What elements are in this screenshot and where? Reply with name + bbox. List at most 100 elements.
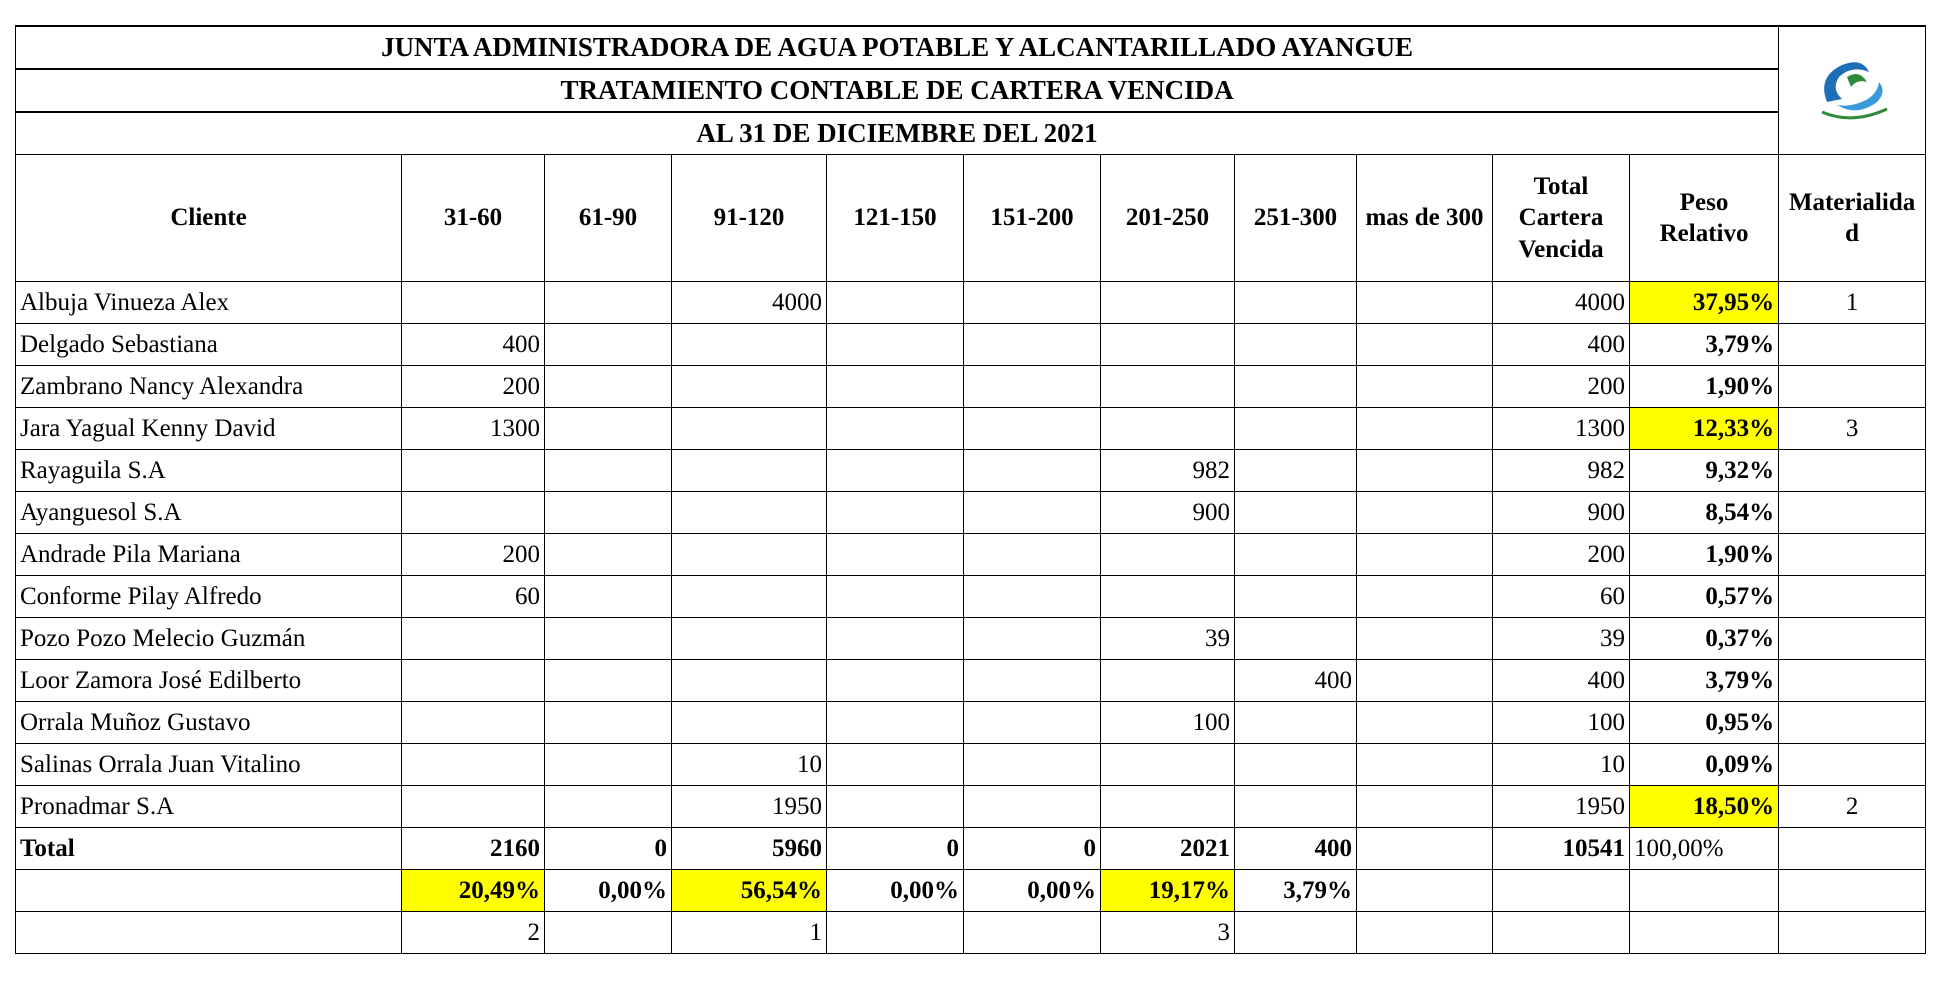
empty-cell xyxy=(544,659,672,702)
empty-cell xyxy=(1492,869,1630,912)
cell: 1,90% xyxy=(1628,365,1780,408)
empty-cell xyxy=(1356,743,1493,786)
empty-cell xyxy=(1778,869,1927,912)
cell: 2 xyxy=(401,911,545,954)
cell: 2160 xyxy=(401,827,545,870)
client-name: Loor Zamora José Edilberto xyxy=(15,659,402,702)
highlighted-cell: 18,50% xyxy=(1628,785,1780,828)
cell: 982 xyxy=(1492,449,1630,492)
empty-cell xyxy=(1778,575,1927,618)
empty-cell xyxy=(671,365,827,408)
empty-cell xyxy=(1234,407,1357,450)
empty-cell xyxy=(671,323,827,366)
table-row: Pronadmar S.A 1950 1950 18,50% 2 xyxy=(15,785,1927,828)
empty-cell xyxy=(1778,911,1927,954)
empty-cell xyxy=(963,785,1101,828)
empty-cell xyxy=(963,743,1101,786)
empty-cell xyxy=(826,365,964,408)
column-header: 121-150 xyxy=(826,154,964,282)
cell: 0,37% xyxy=(1628,617,1780,660)
cell: 2021 xyxy=(1100,827,1235,870)
empty-cell xyxy=(1100,281,1235,324)
empty-cell xyxy=(826,911,964,954)
empty-cell xyxy=(963,365,1101,408)
empty-cell xyxy=(401,743,545,786)
empty-cell xyxy=(401,617,545,660)
data-block: Albuja Vinueza Alex 4000 4000 37,95% 1 Delgad… xyxy=(15,281,1927,954)
column-header: 251-300 xyxy=(1234,154,1357,282)
cell: 0,95% xyxy=(1628,701,1780,744)
cell: 400 xyxy=(401,323,545,366)
empty-cell xyxy=(1356,701,1493,744)
spreadsheet-table: JUNTA ADMINISTRADORA DE AGUA POTABLE Y A… xyxy=(14,25,1927,954)
cell: 1300 xyxy=(401,407,545,450)
cell: 200 xyxy=(401,533,545,576)
empty-cell xyxy=(1356,659,1493,702)
cell: 400 xyxy=(1234,827,1357,870)
empty-cell xyxy=(826,743,964,786)
empty-cell xyxy=(1100,575,1235,618)
empty-cell xyxy=(671,407,827,450)
table-row: 2 1 3 xyxy=(15,911,1927,954)
empty-cell xyxy=(544,743,672,786)
column-header: 201-250 xyxy=(1100,154,1235,282)
empty-cell xyxy=(1778,827,1927,870)
empty-cell xyxy=(1234,911,1357,954)
table-row: Conforme Pilay Alfredo 60 60 0,57% xyxy=(15,575,1927,618)
empty-cell xyxy=(1100,407,1235,450)
empty-cell xyxy=(1100,533,1235,576)
cell: 4000 xyxy=(671,281,827,324)
empty-cell xyxy=(826,617,964,660)
cell: 3,79% xyxy=(1234,869,1357,912)
cell: 3 xyxy=(1778,407,1927,450)
cell: 400 xyxy=(1492,323,1630,366)
cell: 100,00% xyxy=(1628,827,1780,870)
cell: 982 xyxy=(1100,449,1235,492)
empty-cell xyxy=(401,701,545,744)
empty-cell xyxy=(1356,911,1493,954)
empty-cell xyxy=(544,911,672,954)
table-row: 20,49% 0,00% 56,54% 0,00% 0,00% 19,17% 3,79% xyxy=(15,869,1927,912)
table-row: Orrala Muñoz Gustavo 100 100 0,95% xyxy=(15,701,1927,744)
cell: 1950 xyxy=(671,785,827,828)
empty-cell xyxy=(1234,323,1357,366)
cell: 3,79% xyxy=(1628,323,1780,366)
client-name: Pronadmar S.A xyxy=(15,785,402,828)
cell: 0,00% xyxy=(544,869,672,912)
empty-cell xyxy=(1356,365,1493,408)
cell: 100 xyxy=(1492,701,1630,744)
highlighted-cell: 19,17% xyxy=(1100,869,1235,912)
empty-cell xyxy=(826,449,964,492)
table-row: Ayanguesol S.A 900 900 8,54% xyxy=(15,491,1927,534)
cell: 0,09% xyxy=(1628,743,1780,786)
empty-cell xyxy=(1356,323,1493,366)
empty-cell xyxy=(1356,785,1493,828)
cell: 3,79% xyxy=(1628,659,1780,702)
empty-cell xyxy=(671,449,827,492)
empty-cell xyxy=(1778,491,1927,534)
empty-cell xyxy=(1234,701,1357,744)
cell: 1 xyxy=(1778,281,1927,324)
empty-cell xyxy=(15,911,402,954)
logo-icon xyxy=(1821,62,1888,120)
empty-cell xyxy=(963,575,1101,618)
empty-cell xyxy=(1778,323,1927,366)
empty-cell xyxy=(1234,281,1357,324)
empty-cell xyxy=(963,323,1101,366)
highlighted-cell: 20,49% xyxy=(401,869,545,912)
empty-cell xyxy=(826,575,964,618)
empty-cell xyxy=(963,407,1101,450)
empty-cell xyxy=(544,617,672,660)
empty-cell xyxy=(544,785,672,828)
highlighted-cell: 56,54% xyxy=(671,869,827,912)
table-row: Pozo Pozo Melecio Guzmán 39 39 0,37% xyxy=(15,617,1927,660)
column-header: 91-120 xyxy=(671,154,827,282)
cell: 4000 xyxy=(1492,281,1630,324)
empty-cell xyxy=(1100,323,1235,366)
empty-cell xyxy=(1356,407,1493,450)
empty-cell xyxy=(1356,827,1493,870)
cell: 39 xyxy=(1100,617,1235,660)
empty-cell xyxy=(963,281,1101,324)
empty-cell xyxy=(963,701,1101,744)
column-header: Cliente xyxy=(15,154,402,282)
